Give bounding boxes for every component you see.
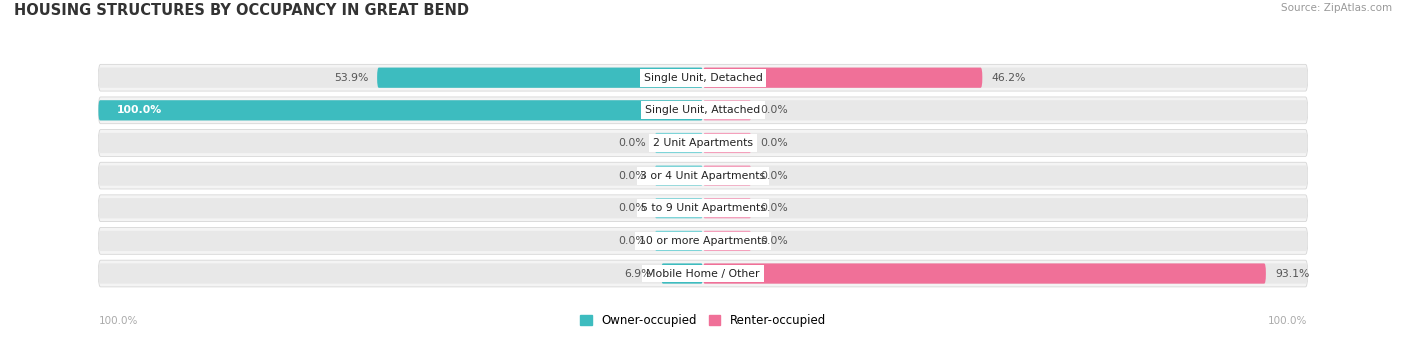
Text: 0.0%: 0.0% <box>617 138 645 148</box>
FancyBboxPatch shape <box>98 195 1308 222</box>
FancyBboxPatch shape <box>98 130 1308 157</box>
FancyBboxPatch shape <box>655 133 703 153</box>
Text: 100.0%: 100.0% <box>1268 315 1308 326</box>
FancyBboxPatch shape <box>661 263 703 284</box>
FancyBboxPatch shape <box>377 68 703 88</box>
Text: 46.2%: 46.2% <box>991 73 1026 83</box>
Text: 0.0%: 0.0% <box>617 236 645 246</box>
FancyBboxPatch shape <box>703 231 1308 251</box>
FancyBboxPatch shape <box>703 198 1308 218</box>
Text: 5 to 9 Unit Apartments: 5 to 9 Unit Apartments <box>641 203 765 213</box>
FancyBboxPatch shape <box>703 68 983 88</box>
FancyBboxPatch shape <box>98 260 1308 287</box>
Text: 100.0%: 100.0% <box>98 315 138 326</box>
FancyBboxPatch shape <box>655 165 703 186</box>
FancyBboxPatch shape <box>655 231 703 251</box>
Text: Single Unit, Attached: Single Unit, Attached <box>645 105 761 115</box>
FancyBboxPatch shape <box>98 133 703 153</box>
Text: 0.0%: 0.0% <box>761 236 789 246</box>
FancyBboxPatch shape <box>98 100 703 120</box>
Text: 53.9%: 53.9% <box>333 73 368 83</box>
FancyBboxPatch shape <box>703 100 751 120</box>
Text: 0.0%: 0.0% <box>761 105 789 115</box>
Text: 2 Unit Apartments: 2 Unit Apartments <box>652 138 754 148</box>
FancyBboxPatch shape <box>703 133 1308 153</box>
FancyBboxPatch shape <box>98 162 1308 189</box>
Text: 100.0%: 100.0% <box>117 105 162 115</box>
Text: 3 or 4 Unit Apartments: 3 or 4 Unit Apartments <box>641 170 765 181</box>
FancyBboxPatch shape <box>98 64 1308 91</box>
FancyBboxPatch shape <box>98 263 703 284</box>
FancyBboxPatch shape <box>98 227 1308 254</box>
FancyBboxPatch shape <box>703 165 1308 186</box>
FancyBboxPatch shape <box>98 198 703 218</box>
FancyBboxPatch shape <box>98 100 703 120</box>
Text: 10 or more Apartments: 10 or more Apartments <box>638 236 768 246</box>
FancyBboxPatch shape <box>703 68 1308 88</box>
FancyBboxPatch shape <box>703 263 1308 284</box>
FancyBboxPatch shape <box>703 263 1265 284</box>
Text: 0.0%: 0.0% <box>617 203 645 213</box>
Text: HOUSING STRUCTURES BY OCCUPANCY IN GREAT BEND: HOUSING STRUCTURES BY OCCUPANCY IN GREAT… <box>14 3 470 18</box>
Text: 0.0%: 0.0% <box>617 170 645 181</box>
Text: Source: ZipAtlas.com: Source: ZipAtlas.com <box>1281 3 1392 13</box>
Text: 6.9%: 6.9% <box>624 268 652 279</box>
FancyBboxPatch shape <box>703 165 751 186</box>
Legend: Owner-occupied, Renter-occupied: Owner-occupied, Renter-occupied <box>575 309 831 332</box>
FancyBboxPatch shape <box>703 133 751 153</box>
Text: 0.0%: 0.0% <box>761 203 789 213</box>
FancyBboxPatch shape <box>98 231 703 251</box>
Text: Single Unit, Detached: Single Unit, Detached <box>644 73 762 83</box>
Text: 0.0%: 0.0% <box>761 170 789 181</box>
Text: 0.0%: 0.0% <box>761 138 789 148</box>
Text: 93.1%: 93.1% <box>1275 268 1309 279</box>
FancyBboxPatch shape <box>655 198 703 218</box>
FancyBboxPatch shape <box>98 165 703 186</box>
FancyBboxPatch shape <box>703 100 1308 120</box>
FancyBboxPatch shape <box>98 97 1308 124</box>
FancyBboxPatch shape <box>703 198 751 218</box>
FancyBboxPatch shape <box>703 231 751 251</box>
Text: Mobile Home / Other: Mobile Home / Other <box>647 268 759 279</box>
FancyBboxPatch shape <box>98 68 703 88</box>
